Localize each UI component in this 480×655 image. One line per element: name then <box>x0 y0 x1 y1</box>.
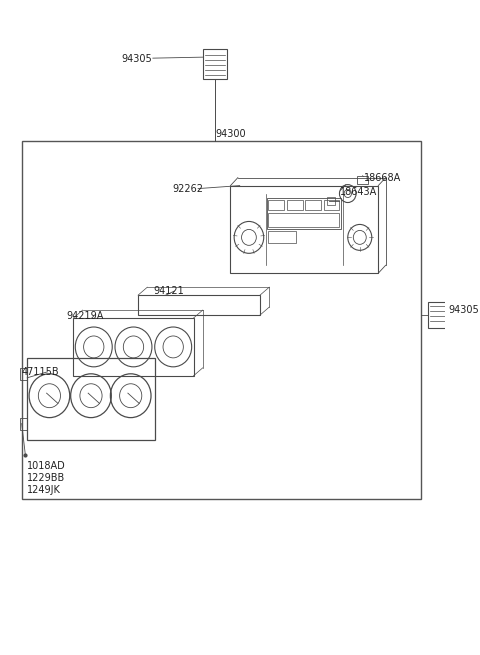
Bar <box>20 368 27 380</box>
Bar <box>327 196 335 204</box>
Bar <box>20 418 27 430</box>
Bar <box>230 185 378 273</box>
Text: 94121: 94121 <box>154 286 184 296</box>
Bar <box>268 214 339 227</box>
Bar <box>324 200 339 210</box>
Bar <box>428 302 446 328</box>
Bar <box>267 198 341 229</box>
Text: 94300: 94300 <box>216 129 246 139</box>
Text: 18643A: 18643A <box>340 187 378 196</box>
Bar <box>268 200 284 210</box>
Text: 18668A: 18668A <box>363 173 401 183</box>
Bar <box>268 231 296 244</box>
Text: 94219A: 94219A <box>66 311 103 321</box>
Bar <box>305 200 321 210</box>
Text: 92262: 92262 <box>172 183 203 194</box>
Bar <box>357 176 368 183</box>
Bar <box>287 200 302 210</box>
Bar <box>27 358 155 440</box>
Bar <box>138 295 260 315</box>
Text: 94305: 94305 <box>121 54 152 64</box>
Bar <box>22 141 421 499</box>
Bar <box>203 49 227 79</box>
Text: 1018AD
1229BB
1249JK: 1018AD 1229BB 1249JK <box>27 461 66 495</box>
Text: 47115B: 47115B <box>22 367 60 377</box>
Text: 94305: 94305 <box>448 305 479 315</box>
Bar <box>73 318 193 376</box>
